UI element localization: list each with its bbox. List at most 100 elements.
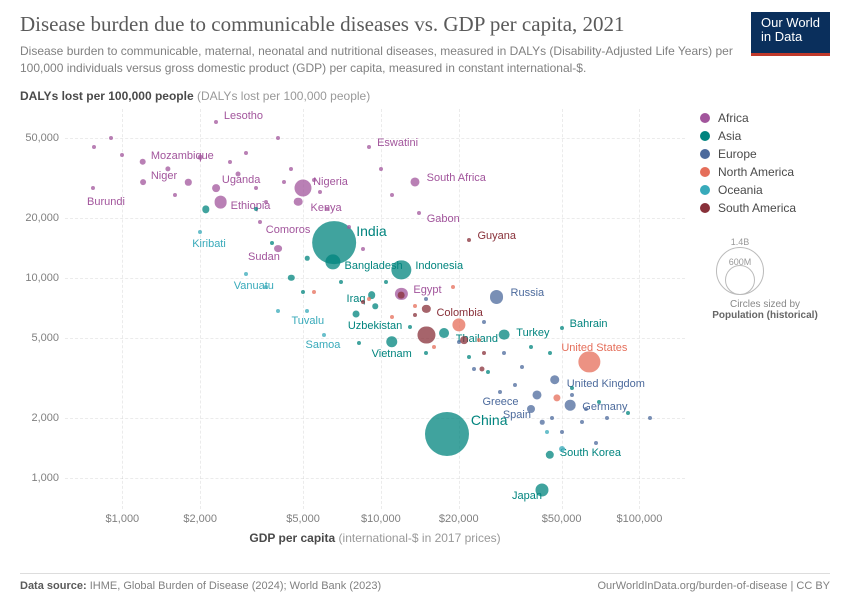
data-point[interactable] [452, 319, 465, 332]
legend-item[interactable]: South America [700, 201, 830, 215]
data-point[interactable] [301, 290, 305, 294]
data-point[interactable] [276, 136, 280, 140]
data-point[interactable] [264, 285, 268, 289]
data-point[interactable] [451, 285, 455, 289]
data-point[interactable] [413, 313, 417, 317]
data-point[interactable] [384, 280, 388, 284]
data-point[interactable] [545, 430, 549, 434]
data-point[interactable] [325, 254, 340, 269]
data-point[interactable] [550, 416, 554, 420]
data-point[interactable] [432, 345, 436, 349]
data-point[interactable] [527, 405, 535, 413]
data-point[interactable] [352, 310, 359, 317]
data-point[interactable] [560, 326, 564, 330]
data-point[interactable] [550, 375, 560, 385]
data-point[interactable] [565, 400, 576, 411]
data-point[interactable] [580, 420, 584, 424]
data-point[interactable] [559, 446, 565, 452]
data-point[interactable] [584, 407, 588, 411]
data-point[interactable] [486, 370, 490, 374]
data-point[interactable] [214, 120, 218, 124]
data-point[interactable] [198, 230, 202, 234]
data-point[interactable] [553, 395, 560, 402]
data-point[interactable] [410, 178, 419, 187]
data-point[interactable] [372, 304, 377, 309]
data-point[interactable] [390, 315, 394, 319]
data-point[interactable] [408, 325, 412, 329]
data-point[interactable] [477, 338, 481, 342]
data-point[interactable] [235, 172, 240, 177]
data-point[interactable] [540, 420, 545, 425]
data-point[interactable] [398, 292, 405, 299]
data-point[interactable] [379, 167, 383, 171]
data-point[interactable] [254, 207, 258, 211]
data-point[interactable] [548, 351, 552, 355]
data-point[interactable] [305, 256, 310, 261]
data-point[interactable] [482, 320, 486, 324]
data-point[interactable] [339, 280, 343, 284]
data-point[interactable] [282, 180, 286, 184]
data-point[interactable] [294, 197, 303, 206]
data-point[interactable] [289, 167, 293, 171]
data-point[interactable] [424, 351, 428, 355]
data-point[interactable] [546, 451, 554, 459]
data-point[interactable] [594, 441, 598, 445]
data-point[interactable] [413, 304, 417, 308]
legend-item[interactable]: North America [700, 165, 830, 179]
data-point[interactable] [322, 333, 326, 337]
data-point[interactable] [270, 241, 274, 245]
data-point[interactable] [244, 272, 248, 276]
data-point[interactable] [92, 145, 96, 149]
data-point[interactable] [499, 329, 510, 340]
data-point[interactable] [482, 351, 486, 355]
data-point[interactable] [173, 193, 177, 197]
data-point[interactable] [502, 351, 506, 355]
data-point[interactable] [579, 351, 600, 372]
legend-item[interactable]: Europe [700, 147, 830, 161]
data-point[interactable] [472, 367, 476, 371]
data-point[interactable] [140, 159, 147, 166]
data-point[interactable] [460, 336, 468, 344]
data-point[interactable] [390, 193, 394, 197]
data-point[interactable] [198, 155, 203, 160]
data-point[interactable] [648, 416, 652, 420]
data-point[interactable] [202, 206, 209, 213]
data-point[interactable] [140, 179, 146, 185]
data-point[interactable] [513, 383, 517, 387]
data-point[interactable] [560, 430, 564, 434]
data-point[interactable] [490, 290, 504, 304]
data-point[interactable] [520, 365, 524, 369]
data-point[interactable] [274, 245, 282, 253]
data-point[interactable] [347, 225, 351, 229]
data-point[interactable] [467, 238, 471, 242]
data-point[interactable] [212, 184, 220, 192]
data-point[interactable] [367, 145, 371, 149]
data-point[interactable] [418, 326, 435, 343]
data-point[interactable] [276, 309, 280, 313]
legend-item[interactable]: Oceania [700, 183, 830, 197]
data-point[interactable] [312, 178, 316, 182]
data-point[interactable] [570, 393, 574, 397]
data-point[interactable] [91, 186, 95, 190]
data-point[interactable] [109, 136, 113, 140]
data-point[interactable] [417, 211, 421, 215]
data-point[interactable] [288, 275, 294, 281]
data-point[interactable] [325, 207, 329, 211]
data-point[interactable] [244, 151, 248, 155]
data-point[interactable] [264, 200, 268, 204]
data-point[interactable] [597, 400, 601, 404]
data-point[interactable] [605, 416, 609, 420]
data-point[interactable] [367, 297, 371, 301]
data-point[interactable] [529, 345, 533, 349]
data-point[interactable] [254, 186, 258, 190]
data-point[interactable] [626, 411, 630, 415]
data-point[interactable] [361, 300, 365, 304]
data-point[interactable] [185, 179, 191, 185]
legend-item[interactable]: Africa [700, 111, 830, 125]
data-point[interactable] [479, 366, 484, 371]
data-point[interactable] [120, 153, 124, 157]
data-point[interactable] [536, 483, 549, 496]
data-point[interactable] [532, 390, 541, 399]
data-point[interactable] [498, 390, 502, 394]
data-point[interactable] [318, 190, 322, 194]
